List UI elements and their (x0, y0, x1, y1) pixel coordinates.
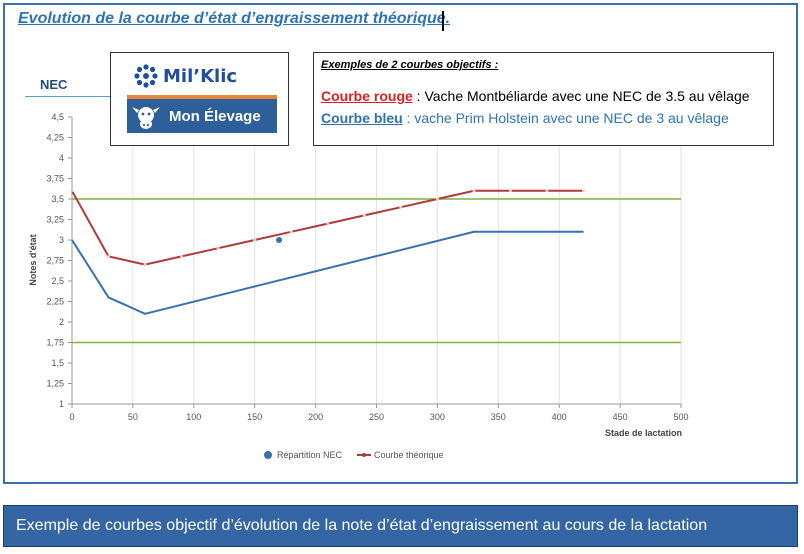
series-line (71, 189, 584, 266)
series-marker (472, 189, 476, 192)
example-blue-text: : vache Prim Holstein avec une NEC de 3 … (402, 110, 729, 126)
y-tick-label: 1 (59, 399, 64, 409)
y-tick-label: 2 (59, 317, 64, 327)
examples-heading: Exemples de 2 courbes objectifs : (321, 59, 499, 71)
x-tick-label: 150 (247, 412, 262, 422)
y-tick-label: 1,75 (46, 338, 64, 348)
milklic-text: Mil’Klic (163, 65, 238, 87)
legend-label-courbe: Courbe théorique (374, 450, 444, 460)
y-tick-label: 2,75 (46, 256, 64, 266)
example-red-key: Courbe rouge (321, 88, 413, 104)
y-tick-label: 2,5 (51, 276, 64, 286)
series-marker (399, 206, 403, 209)
nec-chart: 1 1,25 1,5 1,75 2 2,25 2,5 2,75 3 3,25 3,5 3,75 4 4,2… (28, 112, 689, 460)
x-tick-label: 450 (613, 412, 628, 422)
nec-label: NEC (40, 77, 68, 92)
series-marker (326, 222, 330, 225)
examples-box: Exemples de 2 courbes objectifs : Courbe… (313, 52, 774, 146)
series-marker (253, 239, 257, 241)
x-tick-label: 50 (128, 412, 138, 422)
x-axis-label: Stade de lactation (605, 428, 682, 438)
series-marker (435, 198, 439, 200)
milklic-logo: Mil’Klic (133, 63, 237, 89)
example-blue-key: Courbe bleu (321, 110, 403, 126)
mon-elevage-text: Mon Élevage (169, 107, 261, 125)
scatter-point (276, 237, 283, 243)
x-tick-label: 400 (552, 412, 567, 422)
series-marker (107, 255, 111, 258)
example-red: Courbe rouge : Vache Montbéliarde avec u… (321, 88, 750, 104)
y-tick-label: 4,25 (46, 133, 64, 143)
milklic-flower-icon (134, 64, 158, 88)
y-tick-label: 4 (59, 153, 64, 163)
series-marker (143, 263, 147, 266)
y-tick-label: 1,5 (51, 358, 64, 368)
series-marker (508, 189, 512, 192)
y-tick-label: 3,25 (46, 215, 64, 225)
page-title: Evolution de la courbe d’état d’engraiss… (18, 10, 451, 27)
series-marker (216, 247, 220, 250)
y-tick-label: 3,75 (46, 174, 64, 184)
y-tick-label: 3 (59, 235, 64, 245)
x-tick-label: 300 (430, 412, 445, 422)
mon-elevage-logo: Mon Élevage (127, 99, 277, 133)
logo-box: Mil’Klic Mon Élevage (110, 52, 289, 146)
legend-marker-courbe-dot (362, 453, 366, 457)
x-tick-label: 250 (369, 412, 384, 422)
y-tick-label: 1,25 (46, 379, 64, 389)
x-tick-label: 500 (673, 412, 688, 422)
series-line (71, 230, 584, 315)
y-axis-label: Notes d'état (28, 234, 38, 285)
y-tick-label: 2,25 (46, 297, 64, 307)
series-marker (70, 189, 74, 192)
series-marker (582, 189, 586, 192)
series-marker (545, 189, 549, 192)
x-tick-label: 200 (308, 412, 323, 422)
logo-accent-bar (127, 95, 277, 99)
legend-marker-repartition (264, 451, 272, 459)
series-marker (289, 230, 293, 233)
x-tick-label: 350 (491, 412, 506, 422)
series-marker (362, 214, 366, 217)
series-marker (180, 255, 184, 258)
example-red-text: : Vache Montbéliarde avec une NEC de 3.5… (412, 88, 750, 104)
example-blue: Courbe bleu : vache Prim Holstein avec u… (321, 110, 729, 126)
nec-underline (25, 96, 111, 97)
x-tick-label: 100 (186, 412, 201, 422)
legend-label-repartition: Répartition NEC (277, 450, 343, 460)
cow-icon (132, 107, 160, 129)
figure-caption: Exemple de courbes objectif d’évolution … (3, 505, 798, 547)
y-tick-label: 4,5 (51, 112, 64, 122)
y-tick-label: 3,5 (51, 194, 64, 204)
x-tick-label: 0 (69, 412, 74, 422)
text-cursor (442, 11, 444, 31)
